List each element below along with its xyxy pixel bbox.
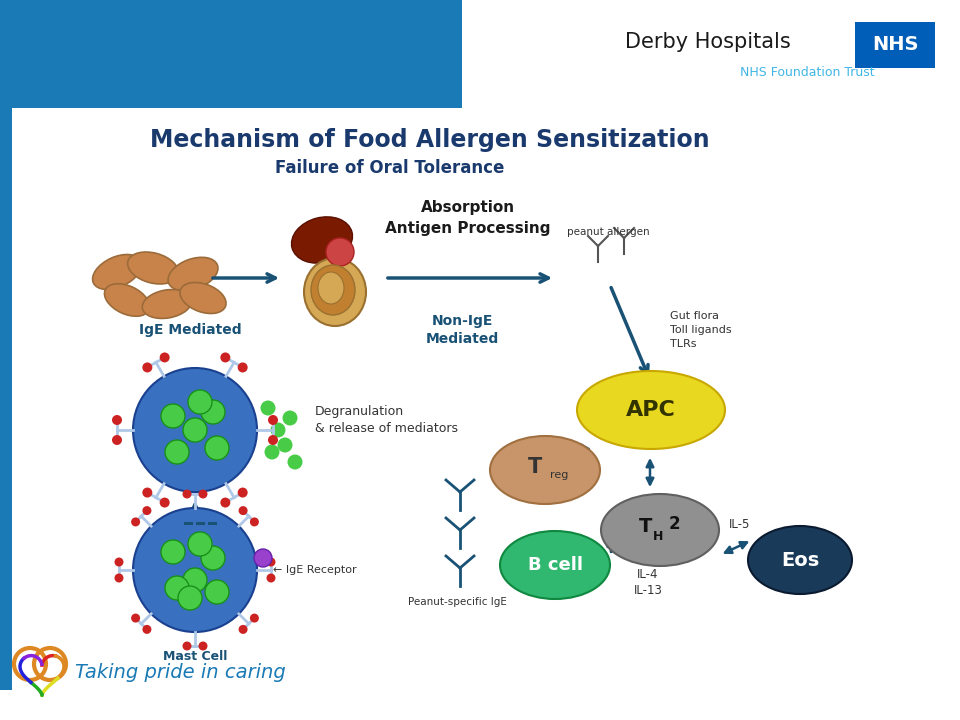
Circle shape [268,415,278,425]
Text: NHS Foundation Trust: NHS Foundation Trust [740,66,875,78]
Ellipse shape [490,436,600,504]
Circle shape [201,546,225,570]
Text: Gut flora
Toll ligands
TLRs: Gut flora Toll ligands TLRs [670,311,732,349]
Circle shape [265,444,279,459]
Circle shape [221,498,230,508]
Text: Taking pride in caring: Taking pride in caring [75,662,286,682]
Circle shape [271,423,285,438]
Circle shape [114,574,124,582]
Circle shape [205,436,229,460]
Circle shape [133,368,257,492]
Circle shape [161,404,185,428]
Ellipse shape [500,531,610,599]
Text: H: H [653,529,663,542]
Text: peanut allergen: peanut allergen [566,227,649,237]
Circle shape [205,580,229,604]
Circle shape [142,362,153,372]
Circle shape [238,487,248,498]
Ellipse shape [601,494,719,566]
Circle shape [112,415,122,425]
Circle shape [182,490,191,498]
Circle shape [161,540,185,564]
Circle shape [133,508,257,632]
Text: Absorption
Antigen Processing: Absorption Antigen Processing [385,200,551,236]
Circle shape [182,642,191,650]
Ellipse shape [326,238,354,266]
Circle shape [159,498,170,508]
Ellipse shape [92,254,141,289]
Circle shape [238,362,248,372]
Ellipse shape [180,282,226,313]
Circle shape [165,576,189,600]
Circle shape [282,410,298,426]
Circle shape [132,518,140,526]
Text: ← IgE Receptor: ← IgE Receptor [273,565,356,575]
Circle shape [260,400,276,415]
Circle shape [142,487,153,498]
Ellipse shape [128,252,179,284]
Circle shape [201,400,225,424]
Text: T: T [528,457,542,477]
Ellipse shape [311,265,355,315]
Circle shape [267,574,276,582]
Ellipse shape [168,257,218,291]
Circle shape [239,625,248,634]
Text: IL-5: IL-5 [730,518,751,531]
Text: Eos: Eos [780,551,819,570]
Ellipse shape [292,217,352,264]
Circle shape [188,532,212,556]
Circle shape [188,390,212,414]
Ellipse shape [577,371,725,449]
Bar [0,108,12,690]
FancyBboxPatch shape [855,22,935,68]
Ellipse shape [748,526,852,594]
Circle shape [268,435,278,445]
Bar [0,0,462,108]
Ellipse shape [142,289,192,318]
Circle shape [199,490,207,498]
Circle shape [183,418,207,442]
Text: APC: APC [626,400,676,420]
Circle shape [142,506,152,515]
Circle shape [178,586,202,610]
Circle shape [199,642,207,650]
Text: Derby Hospitals: Derby Hospitals [625,32,791,52]
Text: Degranulation
& release of mediators: Degranulation & release of mediators [315,405,458,435]
Circle shape [277,438,293,452]
Text: 2: 2 [668,515,680,533]
Circle shape [159,353,170,362]
Circle shape [221,353,230,362]
Circle shape [250,518,259,526]
Text: Non-IgE
Mediated: Non-IgE Mediated [425,314,498,346]
Ellipse shape [304,258,366,326]
Text: IL-4
IL-13: IL-4 IL-13 [634,567,662,596]
Circle shape [132,613,140,623]
Circle shape [183,568,207,592]
Circle shape [250,613,259,623]
Circle shape [287,454,302,469]
Text: Mast Cell: Mast Cell [163,650,228,663]
Text: NHS: NHS [872,35,919,53]
Text: Mechanism of Food Allergen Sensitization: Mechanism of Food Allergen Sensitization [150,128,709,152]
Circle shape [142,625,152,634]
Text: reg: reg [550,470,568,480]
Ellipse shape [105,284,150,316]
Text: Peanut-specific IgE: Peanut-specific IgE [408,597,507,607]
Circle shape [112,435,122,445]
Ellipse shape [318,272,344,304]
Circle shape [114,557,124,567]
Text: Failure of Oral Tolerance: Failure of Oral Tolerance [276,159,505,177]
Circle shape [267,557,276,567]
Circle shape [254,549,272,567]
Text: IgE Mediated: IgE Mediated [138,323,241,337]
Circle shape [165,440,189,464]
Text: T: T [639,516,653,536]
Circle shape [239,506,248,515]
Text: B cell: B cell [527,556,583,574]
